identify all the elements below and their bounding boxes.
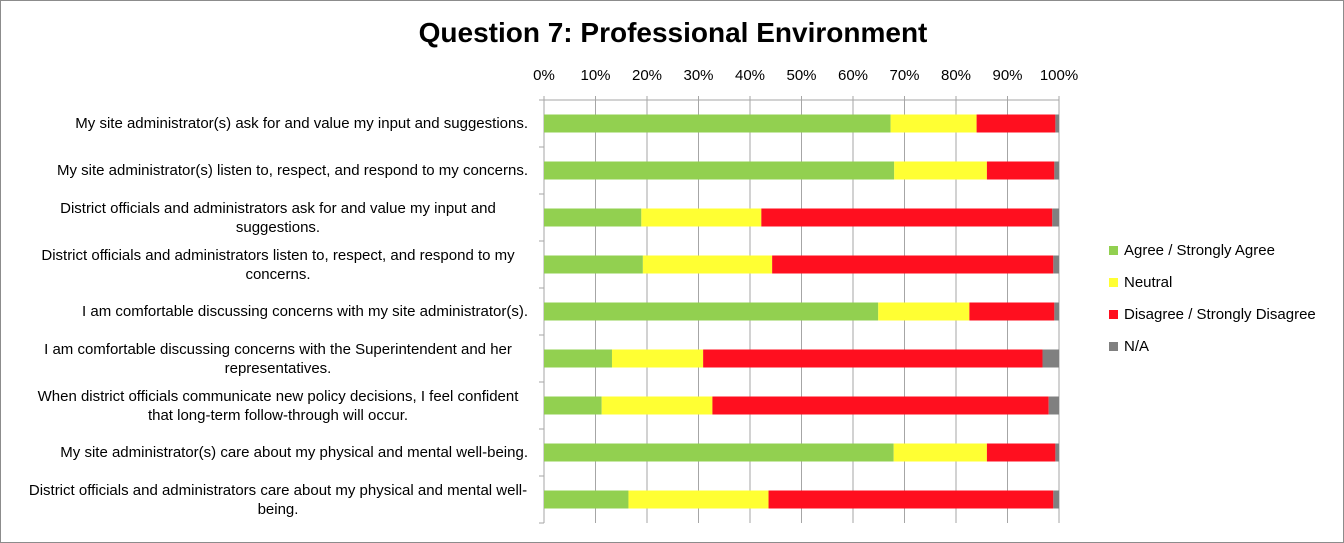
bar-disagree-strongly-disagree: [761, 208, 1053, 227]
bar-agree-strongly-agree: [544, 114, 891, 133]
x-tick-label: 50%: [786, 67, 817, 84]
bar-neutral: [601, 396, 713, 415]
x-tick-label: 90%: [992, 67, 1023, 84]
legend-swatch: [1109, 310, 1118, 319]
category-label-text: District officials and administrators as…: [60, 199, 496, 236]
bar-agree-strongly-agree: [544, 208, 642, 227]
x-tick-label: 20%: [631, 67, 663, 84]
bar-n-a: [1053, 490, 1059, 509]
category-label: District officials and administrators li…: [1, 243, 528, 286]
bar-neutral: [611, 349, 704, 368]
x-tick-label: 80%: [940, 67, 972, 84]
category-label: My site administrator(s) care about my p…: [1, 431, 528, 474]
bar-disagree-strongly-disagree: [703, 349, 1043, 368]
bar-n-a: [1053, 255, 1059, 274]
x-tick-label: 0%: [533, 67, 555, 84]
legend-item: N/A: [1109, 338, 1149, 355]
bar-n-a: [1048, 396, 1059, 415]
category-label-text: My site administrator(s) care about my p…: [60, 444, 528, 461]
bar-n-a: [1042, 349, 1059, 368]
category-label-text: When district officials communicate new …: [37, 387, 519, 424]
bar-neutral: [641, 208, 762, 227]
bar-disagree-strongly-disagree: [986, 443, 1056, 462]
bar-agree-strongly-agree: [544, 302, 879, 321]
x-tick-label: 60%: [837, 67, 869, 84]
legend-item: Agree / Strongly Agree: [1109, 242, 1275, 259]
bar-n-a: [1054, 302, 1059, 321]
bar-neutral: [642, 255, 773, 274]
bar-neutral: [628, 490, 769, 509]
category-label-text: I am comfortable discussing concerns wit…: [44, 340, 512, 377]
x-tick-label: 10%: [580, 67, 611, 84]
bar-neutral: [894, 161, 987, 180]
category-label: I am comfortable discussing concerns wit…: [1, 337, 528, 380]
bar-agree-strongly-agree: [544, 490, 629, 509]
category-label: When district officials communicate new …: [1, 384, 528, 427]
x-tick-label: 100%: [1039, 67, 1079, 84]
category-label-text: District officials and administrators ca…: [28, 481, 528, 518]
legend-item: Neutral: [1109, 274, 1172, 291]
bar-disagree-strongly-disagree: [976, 114, 1056, 133]
bar-agree-strongly-agree: [544, 255, 643, 274]
bar-n-a: [1054, 161, 1059, 180]
bar-disagree-strongly-disagree: [986, 161, 1055, 180]
bar-neutral: [893, 443, 987, 462]
x-tick-label: 40%: [734, 67, 766, 84]
category-label-text: I am comfortable discussing concerns wit…: [82, 303, 528, 320]
bar-disagree-strongly-disagree: [772, 255, 1054, 274]
legend-label: Neutral: [1124, 274, 1173, 291]
category-label: I am comfortable discussing concerns wit…: [1, 290, 528, 333]
bar-agree-strongly-agree: [544, 349, 612, 368]
x-tick-label: 30%: [683, 67, 714, 84]
bar-agree-strongly-agree: [544, 396, 602, 415]
category-label: District officials and administrators ca…: [1, 478, 528, 521]
bar-n-a: [1055, 443, 1059, 462]
category-label: My site administrator(s) ask for and val…: [1, 102, 528, 145]
category-label-text: District officials and administrators li…: [41, 246, 515, 283]
legend-item: Disagree / Strongly Disagree: [1109, 306, 1316, 323]
legend-label: N/A: [1124, 338, 1150, 355]
bar-disagree-strongly-disagree: [768, 490, 1054, 509]
x-tick-label: 70%: [889, 67, 920, 84]
bar-agree-strongly-agree: [544, 161, 895, 180]
bar-neutral: [890, 114, 977, 133]
legend-swatch: [1109, 342, 1118, 351]
bar-disagree-strongly-disagree: [712, 396, 1049, 415]
category-label-text: My site administrator(s) listen to, resp…: [56, 162, 528, 179]
bar-disagree-strongly-disagree: [969, 302, 1055, 321]
bar-n-a: [1055, 114, 1059, 133]
bar-neutral: [878, 302, 970, 321]
legend-label: Agree / Strongly Agree: [1124, 242, 1275, 259]
legend-label: Disagree / Strongly Disagree: [1124, 306, 1316, 323]
chart-title: Question 7: Professional Environment: [418, 17, 928, 48]
bar-agree-strongly-agree: [544, 443, 894, 462]
bar-n-a: [1052, 208, 1059, 227]
legend-swatch: [1109, 278, 1118, 287]
category-label: My site administrator(s) listen to, resp…: [1, 149, 528, 192]
category-label: District officials and administrators as…: [1, 196, 528, 239]
category-label-text: My site administrator(s) ask for and val…: [75, 115, 528, 132]
legend-swatch: [1109, 246, 1118, 255]
